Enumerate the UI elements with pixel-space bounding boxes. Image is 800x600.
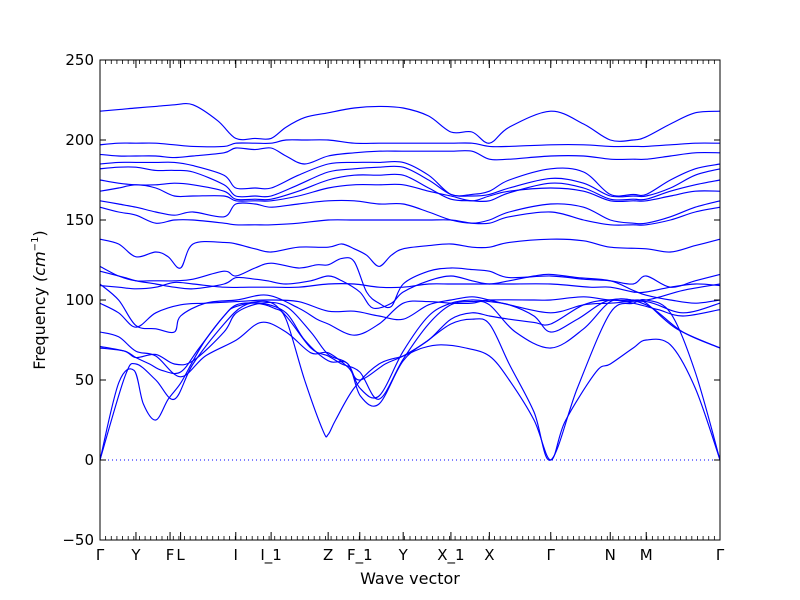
x-tick-label-3: F: [166, 546, 175, 564]
band-line-14: [99, 183, 721, 203]
y-axis-label-unit-exp: −1: [30, 237, 41, 252]
x-tick-label-1: Γ: [96, 546, 105, 564]
x-tick-label-8: F_1: [347, 546, 373, 565]
band-line-3: [99, 298, 721, 400]
band-line-16: [99, 165, 721, 198]
band-line-6: [99, 296, 721, 328]
y-axis-label-unit: (cm: [30, 251, 49, 282]
y-tick-label: 150: [65, 211, 94, 229]
x-axis-label: Wave vector: [360, 569, 460, 588]
band-line-12: [99, 206, 721, 226]
x-tick-label-11: X: [484, 546, 494, 564]
band-line-17: [99, 160, 721, 197]
band-line-18: [99, 147, 721, 165]
ticks-layer: [99, 59, 721, 541]
band-line-20: [99, 102, 721, 144]
band-line-13: [99, 199, 721, 225]
x-tick-label-7: Z: [323, 546, 333, 564]
x-tick-label-10: X_1: [437, 546, 464, 565]
y-tick-label: 0: [84, 451, 94, 469]
band-line-8: [99, 281, 721, 294]
y-tick-label: −50: [62, 531, 94, 549]
band-line-4: [99, 298, 721, 399]
band-line-11: [99, 238, 721, 269]
band-line-10: [99, 257, 721, 309]
band-line-15: [99, 173, 721, 203]
x-tick-label-14: M: [640, 546, 653, 564]
x-tick-label-4: L: [176, 546, 185, 564]
x-tick-label-5: I: [234, 546, 238, 564]
y-tick-label: 250: [65, 51, 94, 69]
band-line-5: [99, 299, 721, 381]
x-tick-label-6: I_1: [260, 546, 281, 565]
labels-layer: −50 0 50 100 150 200 250 Γ Y F L I I_1 Z F_1 Y X_1 X Γ N M Γ: [62, 51, 724, 565]
plot-frame: [99, 59, 721, 541]
y-axis-label: Frequency (cm−1): [30, 230, 49, 369]
y-axis-label-unit-close: ): [30, 230, 49, 236]
band-line-7: [99, 283, 721, 336]
band-line-1: [99, 302, 721, 461]
x-tick-label-12: Γ: [547, 546, 556, 564]
y-tick-label: 200: [65, 131, 94, 149]
bands-layer: [99, 102, 721, 461]
x-tick-label-15: Γ: [716, 546, 725, 564]
y-axis-label-text: Frequency: [30, 287, 49, 370]
x-tick-label-9: Y: [398, 546, 409, 564]
y-tick-label: 50: [75, 371, 94, 389]
y-tick-label: 100: [65, 291, 94, 309]
band-line-19: [99, 139, 721, 148]
x-tick-label-13: N: [605, 546, 616, 564]
x-tick-label-2: Y: [130, 546, 141, 564]
